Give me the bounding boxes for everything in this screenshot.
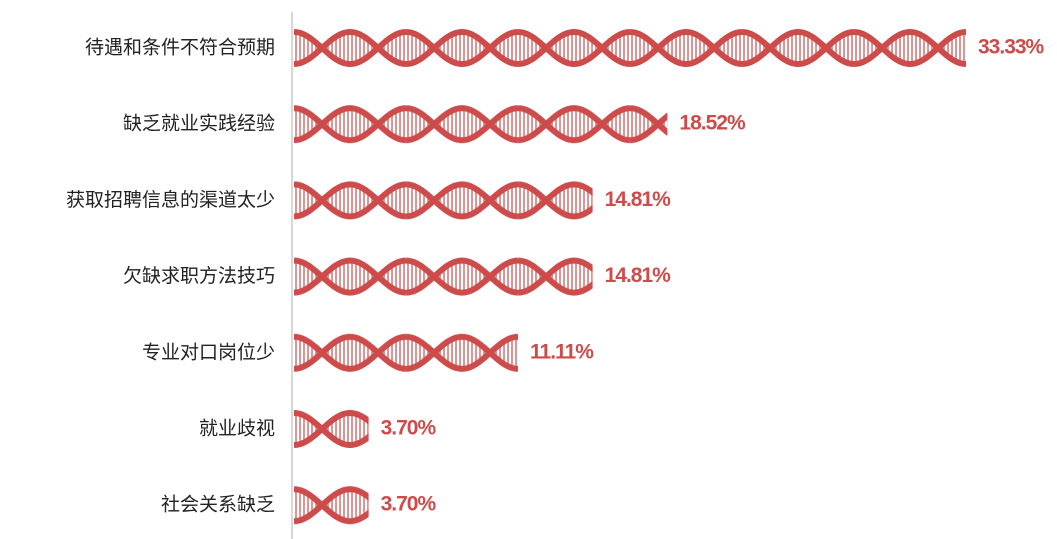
- category-label: 待遇和条件不符合预期: [85, 37, 275, 59]
- value-label: 11.11%: [530, 340, 594, 363]
- bar-group: [294, 485, 369, 526]
- bar: [294, 180, 593, 221]
- bar: [294, 485, 369, 526]
- bar-group: [294, 332, 518, 373]
- bar: [294, 332, 518, 373]
- bar-group: [294, 28, 966, 68]
- bar: [294, 104, 668, 145]
- bar: [294, 256, 593, 297]
- category-label: 专业对口岗位少: [142, 341, 275, 363]
- category-label: 获取招聘信息的渠道太少: [66, 189, 275, 211]
- bar-group: [294, 409, 369, 449]
- category-label: 欠缺求职方法技巧: [123, 265, 275, 287]
- value-label: 3.70%: [381, 417, 437, 440]
- bar: [294, 409, 369, 449]
- bar-group: [294, 256, 593, 297]
- value-label: 14.81%: [605, 188, 672, 211]
- value-label: 3.70%: [381, 493, 437, 516]
- category-label: 社会关系缺乏: [161, 494, 275, 516]
- value-label: 18.52%: [679, 112, 746, 135]
- bar-group: [294, 104, 668, 145]
- value-label: 14.81%: [605, 264, 672, 287]
- bar: [294, 28, 966, 68]
- category-label: 缺乏就业实践经验: [123, 113, 275, 135]
- category-label: 就业歧视: [199, 418, 275, 440]
- value-label: 33.33%: [978, 36, 1045, 59]
- bar-group: [294, 180, 593, 221]
